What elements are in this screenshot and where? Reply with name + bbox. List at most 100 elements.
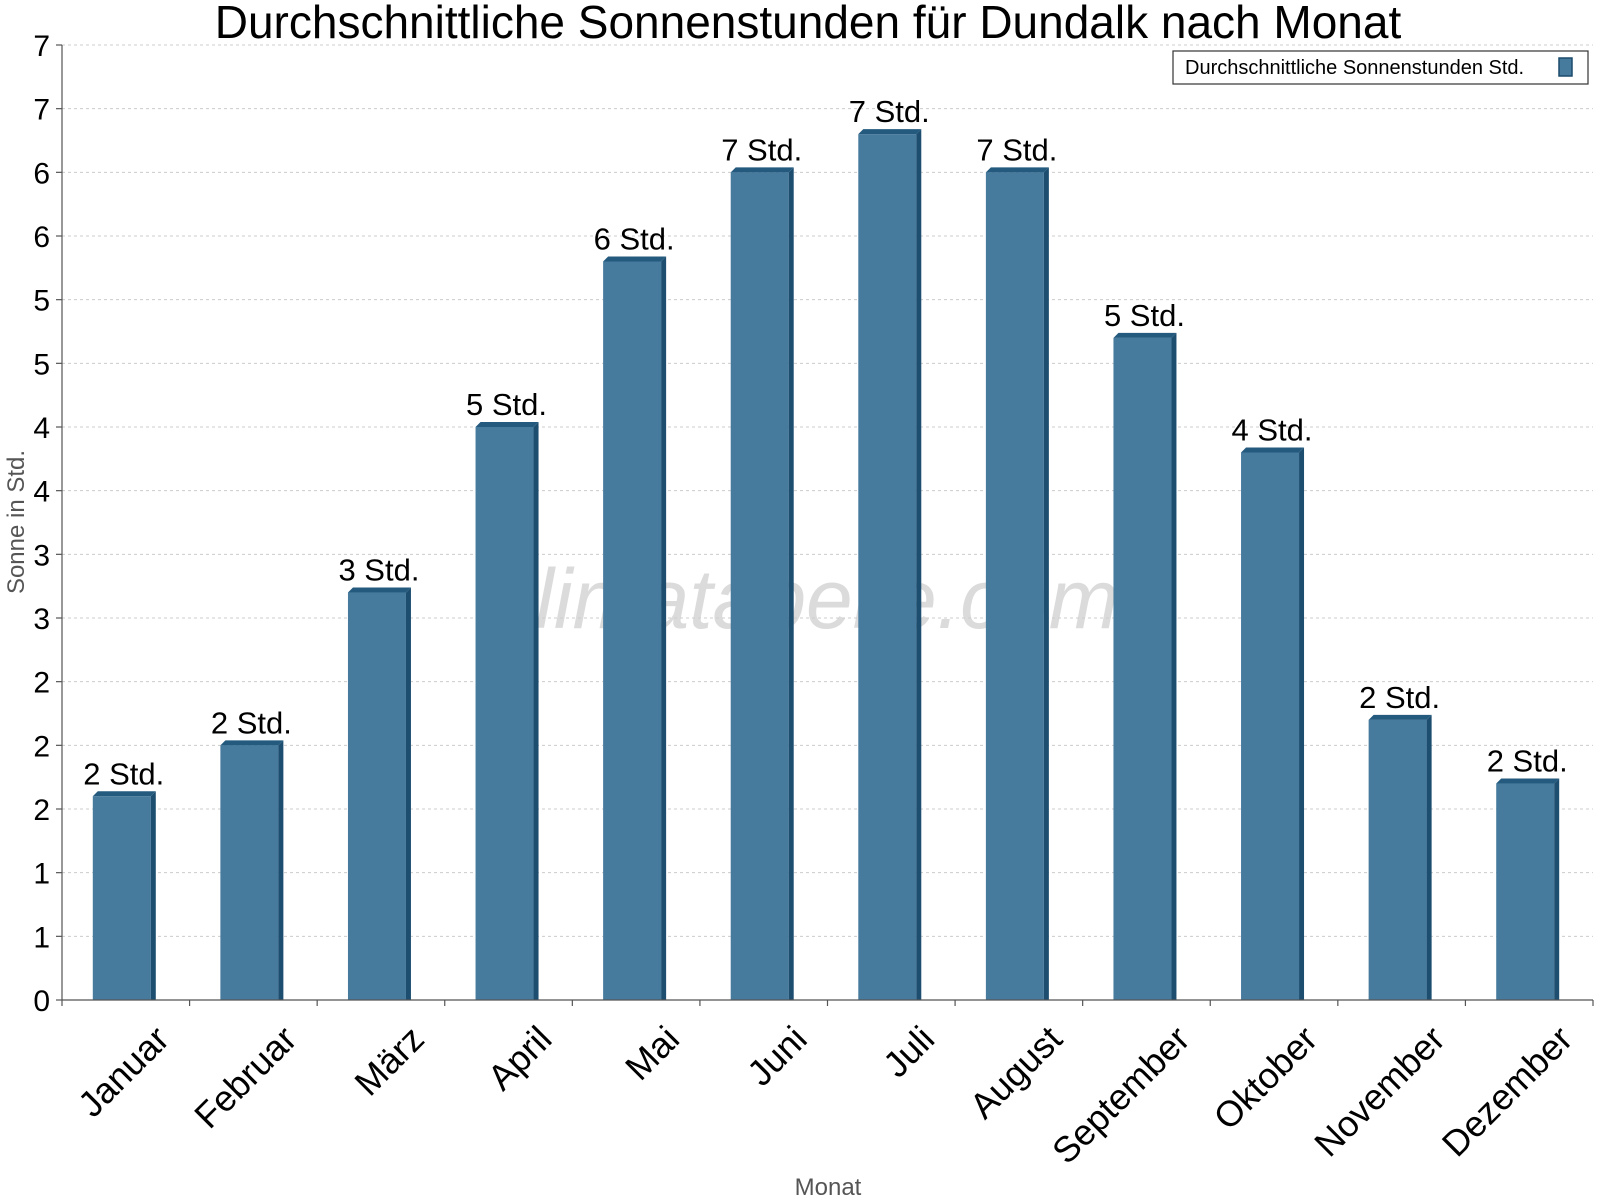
- bar-data-label: 3 Std.: [338, 553, 419, 588]
- bar: [92, 796, 151, 1000]
- x-tick-label: September: [1044, 1018, 1198, 1172]
- bar-group: 3 Std.: [338, 553, 419, 1000]
- bar: [1241, 452, 1300, 1000]
- bar: [220, 745, 279, 1000]
- bar-side: [278, 740, 284, 1000]
- x-tick-label: April: [480, 1018, 560, 1098]
- bar-data-label: 2 Std.: [1359, 680, 1440, 715]
- bar-data-label: 2 Std.: [83, 756, 164, 791]
- bar-group: 7 Std.: [849, 94, 930, 1001]
- x-tick-label: Mai: [617, 1018, 687, 1088]
- bar: [603, 261, 662, 1000]
- bar: [1113, 337, 1172, 1000]
- bar-side: [150, 791, 156, 1000]
- bar-group: 2 Std.: [83, 756, 164, 1000]
- y-tick-label: 7: [33, 94, 50, 127]
- bar-data-label: 5 Std.: [466, 387, 547, 422]
- bar-group: 7 Std.: [721, 132, 802, 1001]
- y-tick-label: 3: [33, 539, 50, 572]
- y-tick-label: 5: [33, 285, 50, 318]
- y-tick-label: 4: [33, 412, 50, 445]
- x-tick-label: Juli: [875, 1018, 942, 1085]
- bar-top: [92, 791, 156, 797]
- y-tick-label: 0: [33, 985, 50, 1018]
- bar-group: 7 Std.: [976, 132, 1057, 1001]
- bar-top: [858, 129, 922, 135]
- bar-group: 5 Std.: [466, 387, 547, 1000]
- bar-data-label: 7 Std.: [976, 132, 1057, 167]
- bar-group: 6 Std.: [594, 221, 675, 1000]
- y-tick-label: 6: [33, 157, 50, 190]
- bar-side: [661, 256, 667, 1000]
- y-tick-label: 1: [33, 858, 50, 891]
- legend-box: [1172, 50, 1589, 85]
- x-tick-label: Oktober: [1205, 1018, 1325, 1138]
- bar-top: [1113, 332, 1177, 338]
- legend: Durchschnittliche Sonnenstunden Std.: [1172, 50, 1589, 85]
- bar-group: 5 Std.: [1104, 298, 1185, 1000]
- x-tick-label: Februar: [186, 1018, 304, 1136]
- y-tick-label: 6: [33, 221, 50, 254]
- bar-group: 4 Std.: [1232, 412, 1313, 1000]
- bar-side: [1426, 714, 1432, 1000]
- bar-data-label: 4 Std.: [1232, 412, 1313, 447]
- bar-side: [1043, 167, 1049, 1001]
- y-axis-ticks: 0 1 1 2 2 2 3 3 4 4 5 5 6 6 7 7: [33, 30, 62, 1018]
- x-axis-title: Monat: [795, 1174, 862, 1200]
- y-tick-label: 3: [33, 603, 50, 636]
- bar: [347, 592, 406, 1000]
- y-tick-label: 7: [33, 30, 50, 63]
- x-axis-ticks: Januar Februar März April Mai Juni Juli AugustS…: [61, 1000, 1594, 1172]
- bar-data-label: 7 Std.: [721, 132, 802, 167]
- chart-title: Durchschnittliche Sonnenstunden für Dund…: [215, 0, 1402, 48]
- bar-side: [788, 167, 794, 1001]
- x-tick-label: Dezember: [1434, 1018, 1580, 1164]
- bar: [985, 172, 1044, 1001]
- y-axis-title: Sonne in Std.: [3, 450, 30, 594]
- bar-top: [603, 256, 667, 262]
- bar-top: [1241, 447, 1305, 453]
- gridlines: [62, 44, 1593, 937]
- y-tick-label: 2: [33, 730, 50, 763]
- bar-side: [405, 587, 411, 1000]
- bar-group: 2 Std.: [211, 705, 292, 1000]
- bar: [475, 427, 534, 1000]
- y-tick-label: 2: [33, 667, 50, 700]
- bar-group: 2 Std.: [1487, 744, 1568, 1000]
- bar-top: [985, 167, 1049, 173]
- bar: [858, 134, 917, 1001]
- bar: [730, 172, 789, 1001]
- bar-top: [475, 422, 539, 427]
- bar-data-label: 7 Std.: [849, 94, 930, 129]
- bar-top: [347, 587, 411, 593]
- bar-data-label: 5 Std.: [1104, 298, 1185, 333]
- x-tick-label: März: [346, 1018, 432, 1104]
- bar-top: [220, 740, 284, 746]
- legend-swatch: [1558, 57, 1573, 77]
- bar-data-label: 6 Std.: [594, 221, 675, 256]
- bar-top: [730, 167, 794, 173]
- y-tick-label: 4: [33, 476, 50, 509]
- bar-data-label: 2 Std.: [1487, 744, 1568, 779]
- legend-label: Durchschnittliche Sonnenstunden Std.: [1185, 57, 1524, 79]
- bar: [1496, 783, 1555, 1000]
- y-tick-label: 2: [33, 794, 50, 827]
- x-tick-label: Januar: [70, 1018, 177, 1125]
- bar: [1368, 719, 1427, 1000]
- bar-data-label: 2 Std.: [211, 705, 292, 740]
- bar-side: [1299, 447, 1305, 1000]
- y-tick-label: 1: [33, 921, 50, 954]
- x-tick-label: August: [962, 1018, 1070, 1126]
- bar-group: 2 Std.: [1359, 680, 1440, 1000]
- x-tick-label: November: [1306, 1018, 1452, 1164]
- bars: 2 Std. 2 Std. 3 Std. 5 Std. 6 Std. 7 Std. 7 St…: [83, 94, 1568, 1001]
- bar-side: [916, 129, 922, 1001]
- bar-side: [1171, 332, 1177, 1000]
- bar-side: [1554, 778, 1560, 1000]
- bar-top: [1368, 714, 1432, 720]
- x-tick-label: Juni: [739, 1018, 815, 1094]
- y-tick-label: 5: [33, 348, 50, 381]
- bar-top: [1496, 778, 1560, 784]
- bar-side: [533, 422, 539, 1000]
